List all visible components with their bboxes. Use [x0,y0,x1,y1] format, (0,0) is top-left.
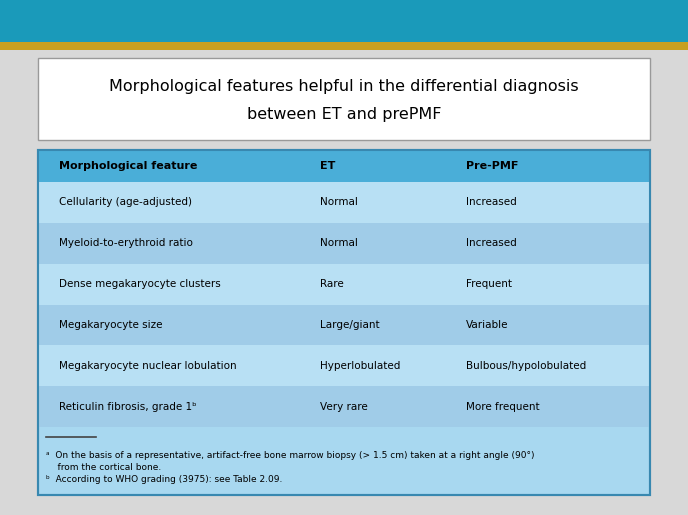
Text: Morphological feature: Morphological feature [59,161,197,171]
Text: Variable: Variable [466,320,509,330]
Text: Hyperlobulated: Hyperlobulated [319,360,400,371]
Text: Myeloid-to-erythroid ratio: Myeloid-to-erythroid ratio [59,238,193,248]
Text: between ET and prePMF: between ET and prePMF [247,107,441,122]
Bar [0,0,688,42]
Text: Reticulin fibrosis, grade 1ᵇ: Reticulin fibrosis, grade 1ᵇ [59,402,197,411]
Text: Frequent: Frequent [466,279,513,289]
Text: Morphological features helpful in the differential diagnosis: Morphological features helpful in the di… [109,78,579,94]
Text: Normal: Normal [319,197,357,208]
Text: Very rare: Very rare [319,402,367,411]
Bar [0,42,688,50]
Bar [38,304,650,346]
Text: Dense megakaryocyte clusters: Dense megakaryocyte clusters [59,279,221,289]
Bar [38,264,650,304]
Text: Large/giant: Large/giant [319,320,379,330]
Text: from the cortical bone.: from the cortical bone. [46,463,161,472]
Text: ᵃ  On the basis of a representative, artifact-free bone marrow biopsy (> 1.5 cm): ᵃ On the basis of a representative, arti… [46,451,535,460]
Text: Pre-PMF: Pre-PMF [466,161,519,171]
Text: Bulbous/hypolobulated: Bulbous/hypolobulated [466,360,587,371]
Text: Megakaryocyte size: Megakaryocyte size [59,320,163,330]
Text: More frequent: More frequent [466,402,540,411]
Text: ET: ET [319,161,335,171]
Text: Increased: Increased [466,238,517,248]
Text: Rare: Rare [319,279,343,289]
Text: Cellularity (age-adjusted): Cellularity (age-adjusted) [59,197,193,208]
Bar [38,223,650,264]
Text: ᵇ  According to WHO grading (3975): see Table 2.09.: ᵇ According to WHO grading (3975): see T… [46,475,282,484]
Bar [38,386,650,427]
Text: Increased: Increased [466,197,517,208]
Bar [38,58,650,140]
Text: Normal: Normal [319,238,357,248]
Bar [38,150,650,182]
Bar [38,346,650,386]
Text: Megakaryocyte nuclear lobulation: Megakaryocyte nuclear lobulation [59,360,237,371]
Bar [38,150,650,495]
Bar [38,150,650,495]
Bar [38,182,650,223]
